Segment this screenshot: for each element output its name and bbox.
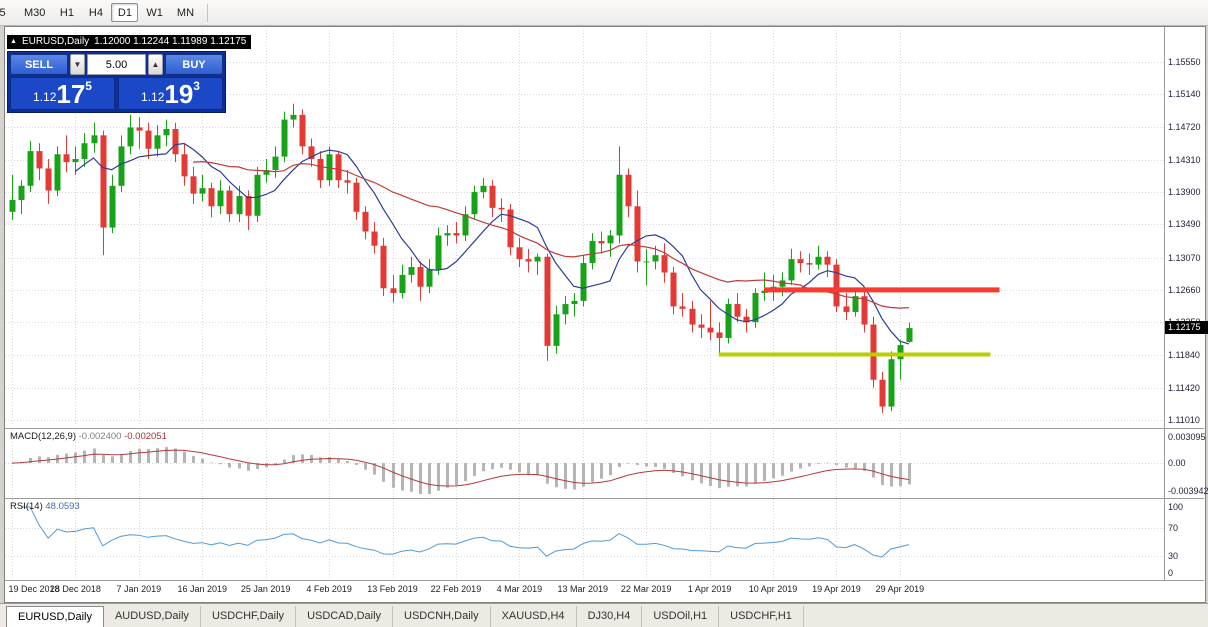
ma-fast-line [75,142,910,345]
rsi-axis-label: 30 [1168,551,1179,561]
rsi-name: RSI(14) [10,501,43,512]
tab-usdcad-daily[interactable]: USDCAD,Daily [296,606,394,627]
date-label: 28 Dec 2018 [49,584,101,594]
chart-objects-layer [5,27,1204,581]
macd-name: MACD(12,26,9) [10,431,76,442]
timeframe-button-5[interactable]: 5 [0,3,16,22]
timeframe-button-d1[interactable]: D1 [111,3,139,22]
volume-down-button[interactable]: ▼ [70,54,85,75]
rsi-value: 48.0593 [45,501,80,512]
price-axis[interactable]: 1.15550 1.15140 1.14720 1.14310 1.13900 1.134… [1166,26,1208,582]
rsi-line [21,506,910,558]
buy-price[interactable]: 1.12 19 3 [118,77,223,110]
price-axis-label: 1.12660 [1168,284,1201,295]
date-label: 22 Feb 2019 [430,584,482,594]
macd-signal-line [11,449,909,487]
sell-price-point: 5 [85,79,92,93]
price-axis-label: 1.13070 [1168,252,1201,263]
sell-button[interactable]: SELL [10,54,68,75]
rsi-axis-label: 0 [1168,568,1174,578]
price-axis-label: 1.15140 [1168,89,1201,100]
date-label: 13 Mar 2019 [557,584,609,594]
chart-ohlc: 1.12000 1.12244 1.11989 1.12175 [94,36,247,47]
one-click-prices: 1.12 17 5 1.12 19 3 [10,77,223,110]
timeframe-button-m30[interactable]: M30 [18,3,51,22]
chevron-up-icon: ▲ [151,60,160,69]
rsi-layer [21,506,910,558]
price-axis-label: 1.11420 [1168,382,1200,393]
price-axis-label: 1.11840 [1168,349,1200,360]
rsi-axis-label: 100 [1168,502,1184,512]
price-axis-label: 1.13490 [1168,219,1201,230]
tab-audusd-daily[interactable]: AUDUSD,Daily [104,606,201,627]
date-label: 4 Feb 2019 [306,584,352,594]
sell-price[interactable]: 1.12 17 5 [10,77,115,110]
time-axis[interactable]: 19 Dec 2018 28 Dec 2018 7 Jan 2019 16 Jan 2… [0,581,1164,601]
date-label: 19 Dec 2018 [8,584,60,594]
macd-value-signal: -0.002051 [124,431,167,442]
chart-window [4,26,1206,603]
timeframe-button-h1[interactable]: H1 [53,3,80,22]
date-label: 7 Jan 2019 [116,584,162,594]
chart-shift-icon: ▲ [10,38,17,45]
tab-eurusd-daily[interactable]: EURUSD,Daily [6,606,104,627]
date-label: 1 Apr 2019 [687,584,732,594]
volume-up-button[interactable]: ▲ [148,54,163,75]
chart-symbol: EURUSD,Daily [21,36,90,47]
price-axis-label: 1.11010 [1168,414,1200,425]
date-label: 25 Jan 2019 [240,584,291,594]
date-label: 4 Mar 2019 [496,584,543,594]
rsi-axis-label: 70 [1168,523,1179,533]
buy-price-base: 1.12 [141,90,165,104]
macd-axis-label: 0.00 [1168,458,1186,468]
chart-tabbar: EURUSD,Daily AUDUSD,Daily USDCHF,Daily USDC… [0,603,1208,627]
toolbar-separator [207,3,209,22]
buy-price-point: 3 [193,79,200,93]
date-label: 13 Feb 2019 [367,584,418,594]
timeframe-button-h4[interactable]: H4 [82,3,109,22]
candles-layer [9,103,913,413]
current-price-badge: 1.12175 [1165,321,1208,334]
tab-usdchf-h1[interactable]: USDCHF,H1 [719,606,804,627]
macd-axis-label: 0.003095 [1168,432,1206,442]
date-label: 29 Apr 2019 [875,584,925,594]
tab-usdchf-daily[interactable]: USDCHF,Daily [201,606,297,627]
macd-label: MACD(12,26,9) -0.002400 -0.002051 [10,431,167,442]
macd-value-main: -0.002400 [78,431,122,442]
timeframe-button-mn[interactable]: MN [171,3,200,22]
buy-price-pips: 19 [164,79,194,109]
tab-usdoil-h1[interactable]: USDOil,H1 [642,606,720,627]
tab-usdcnh-daily[interactable]: USDCNH,Daily [393,606,491,627]
macd-axis-label: -0.003942 [1168,486,1208,496]
rsi-label: RSI(14) 48.0593 [10,501,80,512]
price-axis-label: 1.14310 [1168,154,1201,165]
tab-dj30-h4[interactable]: DJ30,H4 [577,606,643,627]
price-axis-label: 1.13900 [1168,187,1201,198]
timeframe-button-w1[interactable]: W1 [140,3,169,22]
macd-layer [11,447,911,495]
one-click-controls: SELL ▼ ▲ BUY [10,54,223,75]
tab-xauusd-h4[interactable]: XAUUSD,H4 [491,606,577,627]
timeframe-toolbar: 5 M30 H1 H4 D1 W1 MN [0,0,1208,26]
date-label: 19 Apr 2019 [812,584,861,594]
sell-price-pips: 17 [56,79,86,109]
date-label: 22 Mar 2019 [620,584,672,594]
date-label: 10 Apr 2019 [748,584,798,594]
price-axis-label: 1.14720 [1168,122,1201,133]
price-axis-label: 1.15550 [1168,57,1201,67]
date-label: 16 Jan 2019 [177,584,228,594]
ma-slow-line [193,160,909,309]
volume-input[interactable] [87,54,146,75]
chevron-down-icon: ▼ [73,60,82,69]
chart-title: ▲ EURUSD,Daily 1.12000 1.12244 1.11989 1… [7,35,252,49]
buy-button[interactable]: BUY [165,54,223,75]
sell-price-base: 1.12 [33,90,57,104]
